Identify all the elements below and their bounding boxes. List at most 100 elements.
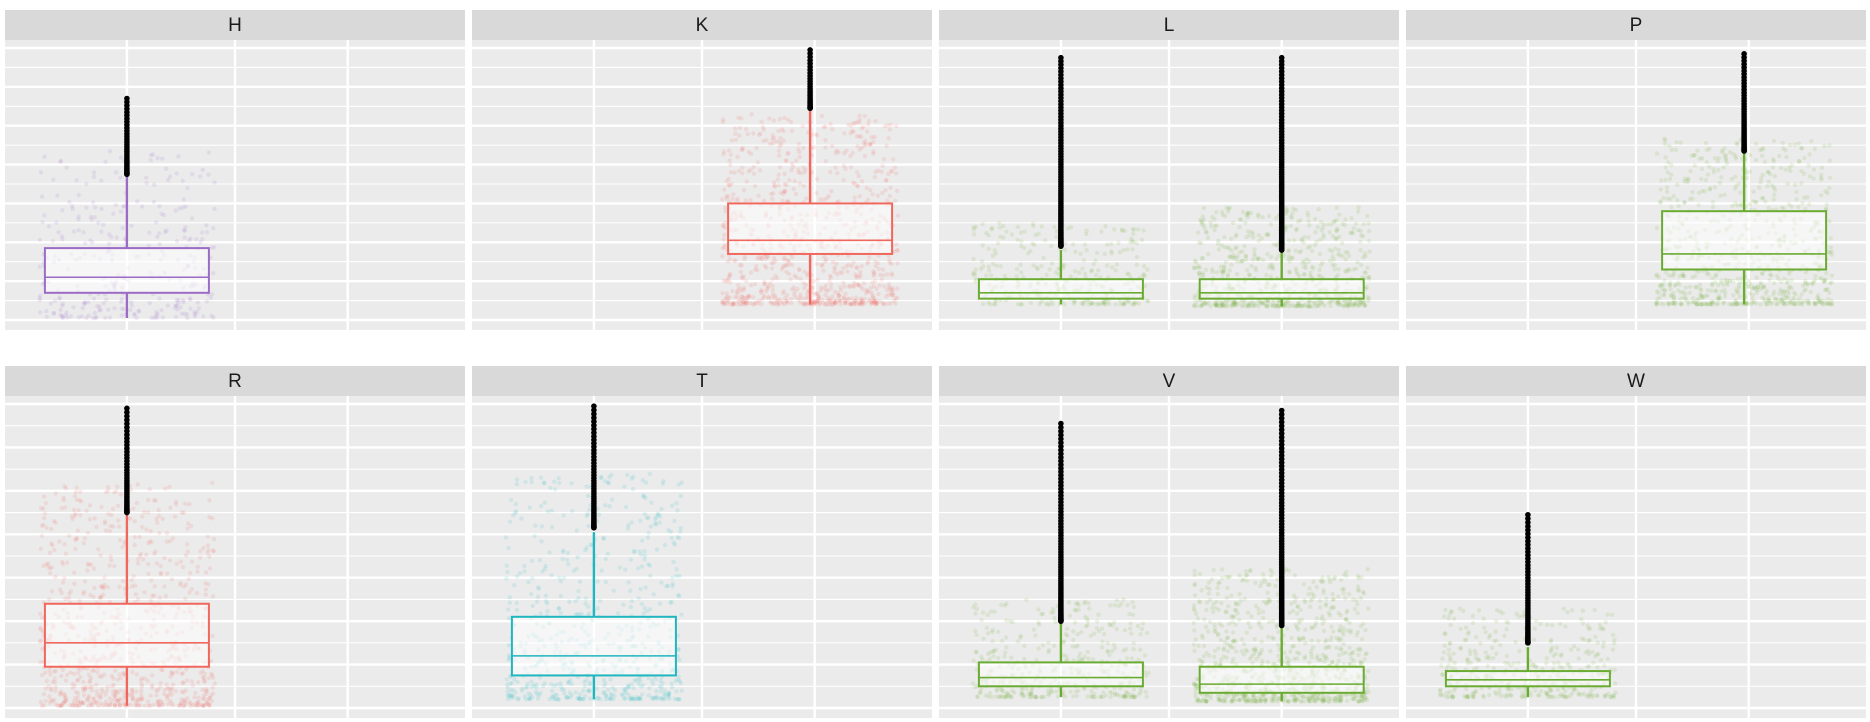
jitter-point (870, 293, 875, 298)
jitter-point (1136, 301, 1141, 306)
jitter-point (147, 300, 152, 306)
jitter-point (651, 592, 656, 597)
jitter-point (852, 195, 857, 200)
jitter-point (812, 302, 817, 307)
jitter-point (1301, 264, 1306, 270)
jitter-point (1202, 226, 1207, 231)
jitter-point (540, 569, 545, 574)
jitter-point (1226, 206, 1231, 211)
jitter-point (1061, 265, 1066, 271)
jitter-point (601, 690, 606, 696)
jitter-point (1222, 244, 1227, 250)
jitter-point (843, 299, 848, 304)
jitter-point (1294, 226, 1300, 232)
jitter-point (202, 671, 208, 677)
jitter-point (70, 685, 75, 691)
jitter-point (210, 480, 215, 486)
jitter-point (1772, 280, 1777, 286)
jitter-point (826, 194, 832, 199)
jitter-point (575, 611, 580, 617)
jitter-point (1200, 255, 1205, 261)
jitter-point (1332, 267, 1337, 272)
jitter-point (1259, 299, 1264, 305)
jitter-point (1259, 236, 1264, 241)
jitter-point (201, 703, 206, 708)
jitter-point (1296, 219, 1301, 224)
jitter-point (1221, 303, 1227, 308)
jitter-point (888, 169, 894, 174)
jitter-point (1062, 240, 1068, 246)
jitter-point (505, 607, 511, 612)
jitter-point (161, 212, 167, 218)
facet-strip-label: V (1163, 371, 1176, 392)
jitter-point (842, 298, 847, 303)
jitter-point (1268, 254, 1274, 260)
jitter-point (877, 283, 882, 288)
jitter-point (644, 515, 650, 520)
jitter-point (771, 260, 776, 266)
jitter-point (158, 680, 163, 686)
jitter-point (817, 302, 823, 307)
jitter-point (873, 259, 878, 264)
jitter-point (586, 611, 592, 616)
jitter-point (1030, 241, 1035, 246)
jitter-point (537, 557, 543, 563)
jitter-point (1222, 299, 1227, 304)
facet-strip (472, 10, 932, 40)
jitter-point (1315, 303, 1320, 309)
jitter-point (50, 238, 56, 244)
jitter-point (1141, 271, 1146, 277)
jitter-point (107, 528, 113, 534)
jitter-point (1240, 258, 1245, 264)
jitter-point (646, 693, 651, 698)
jitter-point (1249, 263, 1254, 269)
jitter-point (785, 258, 790, 263)
jitter-point (1354, 266, 1359, 271)
jitter-point (174, 303, 179, 308)
jitter-point (1690, 189, 1695, 195)
jitter-point (1131, 231, 1136, 236)
jitter-point (672, 518, 677, 524)
jitter-point (74, 678, 80, 683)
jitter-point (1789, 163, 1795, 168)
jitter-point (884, 143, 889, 149)
jitter-point (144, 527, 149, 532)
jitter-point (137, 696, 142, 701)
jitter-point (178, 305, 183, 310)
jitter-point (188, 570, 193, 576)
jitter-point (842, 131, 847, 136)
jitter-point (1722, 154, 1728, 159)
jitter-point (1654, 299, 1660, 305)
jitter-point (849, 123, 854, 128)
jitter-point (88, 214, 94, 220)
jitter-point (720, 290, 725, 296)
jitter-point (1358, 239, 1363, 245)
jitter-point (819, 262, 824, 268)
jitter-point (642, 511, 648, 517)
jitter-point (722, 232, 727, 238)
jitter-point (1230, 255, 1235, 260)
jitter-point (737, 297, 743, 303)
jitter-point (73, 546, 78, 552)
jitter-point (843, 291, 848, 296)
jitter-point (853, 272, 858, 277)
jitter-point (854, 170, 860, 175)
jitter-point (109, 512, 114, 518)
jitter-point (1018, 262, 1023, 267)
jitter-point (139, 692, 144, 697)
jitter-point (67, 533, 72, 538)
jitter-point (1242, 300, 1247, 305)
jitter-point (880, 267, 886, 272)
jitter-point (1221, 268, 1227, 274)
jitter-point (973, 279, 978, 284)
jitter-point (971, 270, 976, 275)
jitter-point (874, 286, 879, 291)
jitter-point (669, 503, 675, 508)
jitter-point (739, 263, 744, 268)
jitter-point (1035, 266, 1040, 272)
jitter-point (1084, 228, 1089, 233)
jitter-point (91, 594, 96, 600)
jitter-point (674, 567, 679, 572)
jitter-point (796, 170, 801, 175)
jitter-point (157, 231, 162, 236)
